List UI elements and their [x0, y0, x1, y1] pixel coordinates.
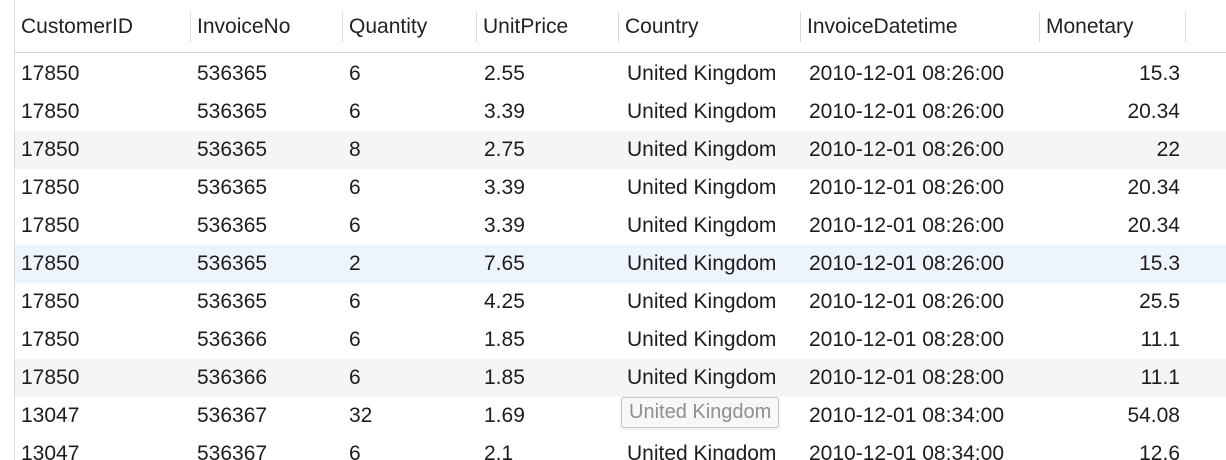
cell-invoicedatetime[interactable]: 2010-12-01 08:26:00 [809, 100, 1004, 123]
cell-invoiceno[interactable]: 536366 [197, 366, 268, 389]
cell-quantity[interactable]: 6 [349, 328, 361, 351]
cell-customerid[interactable]: 17850 [21, 62, 80, 85]
cell-customerid[interactable]: 13047 [21, 442, 80, 460]
cell-country[interactable]: United Kingdom [627, 328, 777, 351]
cell-unitprice[interactable]: 1.69 [484, 404, 525, 427]
column-header-quantity[interactable]: Quantity [343, 0, 477, 52]
cell-unitprice[interactable]: 2.55 [484, 62, 525, 85]
table-row[interactable]: 17850 536366 6 1.85 United Kingdom 2010-12-01… [15, 359, 1226, 397]
cell-invoiceno[interactable]: 536365 [197, 290, 268, 313]
cell-country[interactable]: United Kingdom [627, 100, 777, 123]
table-row[interactable]: 17850 536365 6 3.39 United Kingdom 2010-12-01… [15, 169, 1226, 207]
cell-unitprice[interactable]: 3.39 [484, 176, 525, 199]
cell-unitprice[interactable]: 7.65 [484, 252, 525, 275]
cell-invoiceno[interactable]: 536365 [197, 252, 268, 275]
cell-invoicedatetime[interactable]: 2010-12-01 08:28:00 [809, 328, 1004, 351]
cell-quantity[interactable]: 6 [349, 214, 361, 237]
table-row[interactable]: 17850 536365 2 7.65 United Kingdom 2010-12-01… [15, 245, 1226, 283]
cell-quantity[interactable]: 8 [349, 138, 361, 161]
cell-invoicedatetime[interactable]: 2010-12-01 08:26:00 [809, 214, 1004, 237]
cell-country[interactable]: United Kingdom [627, 176, 777, 199]
column-header-country[interactable]: Country [619, 0, 801, 52]
cell-monetary[interactable]: 15.3 [1139, 62, 1180, 85]
cell-unitprice[interactable]: 1.85 [484, 328, 525, 351]
cell-customerid[interactable]: 17850 [21, 214, 80, 237]
column-header-customerid[interactable]: CustomerID [15, 0, 191, 52]
cell-monetary[interactable]: 20.34 [1127, 176, 1180, 199]
cell-quantity[interactable]: 6 [349, 366, 361, 389]
cell-invoiceno[interactable]: 536366 [197, 328, 268, 351]
cell-monetary[interactable]: 20.34 [1127, 100, 1180, 123]
cell-country[interactable]: United Kingdom [627, 62, 777, 85]
cell-invoiceno[interactable]: 536365 [197, 138, 268, 161]
cell-customerid[interactable]: 17850 [21, 176, 80, 199]
cell-unitprice[interactable]: 3.39 [484, 214, 525, 237]
cell-monetary[interactable]: 20.34 [1127, 214, 1180, 237]
cell-unitprice[interactable]: 2.75 [484, 138, 525, 161]
table-row[interactable]: 17850 536365 6 3.39 United Kingdom 2010-12-01… [15, 93, 1226, 131]
column-header-invoiceno[interactable]: InvoiceNo [191, 0, 343, 52]
column-header-unitprice[interactable]: UnitPrice [477, 0, 619, 52]
cell-invoiceno[interactable]: 536367 [197, 442, 268, 460]
cell-country[interactable]: United Kingdom [627, 252, 777, 275]
column-header-invoicedatetime[interactable]: InvoiceDatetime [801, 0, 1040, 52]
cell-monetary[interactable]: 25.5 [1139, 290, 1180, 313]
cell-customerid[interactable]: 17850 [21, 252, 80, 275]
column-header-monetary[interactable]: Monetary [1040, 0, 1186, 52]
cell-quantity[interactable]: 6 [349, 290, 361, 313]
cell-invoicedatetime[interactable]: 2010-12-01 08:34:00 [809, 442, 1004, 460]
cell-monetary[interactable]: 15.3 [1139, 252, 1180, 275]
table-row[interactable]: 13047 536367 6 2.1 United Kingdom 2010-12-01 … [15, 435, 1226, 460]
cell-customerid[interactable]: 17850 [21, 100, 80, 123]
table-header: CustomerID InvoiceNo Quantity UnitPrice … [15, 0, 1226, 53]
cell-unitprice[interactable]: 1.85 [484, 366, 525, 389]
cell-unitprice[interactable]: 3.39 [484, 100, 525, 123]
cell-invoiceno[interactable]: 536365 [197, 176, 268, 199]
cell-quantity[interactable]: 6 [349, 176, 361, 199]
cell-invoiceno[interactable]: 536365 [197, 100, 268, 123]
cell-monetary[interactable]: 11.1 [1140, 328, 1180, 351]
table-row[interactable]: 17850 536366 6 1.85 United Kingdom 2010-12-01… [15, 321, 1226, 359]
cell-invoicedatetime[interactable]: 2010-12-01 08:34:00 [809, 404, 1004, 427]
country-tooltip: United Kingdom [621, 397, 780, 428]
cell-country[interactable]: United Kingdom [627, 290, 777, 313]
cell-country[interactable]: United Kingdom [627, 138, 777, 161]
table-row[interactable]: 17850 536365 8 2.75 United Kingdom 2010-12-01… [15, 131, 1226, 169]
cell-invoiceno[interactable]: 536365 [197, 214, 268, 237]
cell-monetary[interactable]: 12.6 [1139, 442, 1180, 460]
cell-invoicedatetime[interactable]: 2010-12-01 08:28:00 [809, 366, 1004, 389]
cell-quantity[interactable]: 6 [349, 62, 361, 85]
cell-invoicedatetime[interactable]: 2010-12-01 08:26:00 [809, 252, 1004, 275]
cell-monetary[interactable]: 22 [1156, 138, 1180, 161]
cell-country[interactable]: United Kingdom [627, 366, 777, 389]
cell-monetary[interactable]: 54.08 [1127, 404, 1180, 427]
cell-invoiceno[interactable]: 536367 [197, 404, 268, 427]
cell-customerid[interactable]: 17850 [21, 290, 80, 313]
cell-customerid[interactable]: 13047 [21, 404, 80, 427]
cell-quantity[interactable]: 32 [349, 404, 373, 427]
table-left-border [14, 0, 15, 460]
cell-invoiceno[interactable]: 536365 [197, 62, 268, 85]
cell-customerid[interactable]: 17850 [21, 328, 80, 351]
cell-customerid[interactable]: 17850 [21, 138, 80, 161]
cell-customerid[interactable]: 17850 [21, 366, 80, 389]
cell-invoicedatetime[interactable]: 2010-12-01 08:26:00 [809, 138, 1004, 161]
cell-country[interactable]: United Kingdom [627, 442, 777, 460]
table-row[interactable]: 17850 536365 6 4.25 United Kingdom 2010-12-01… [15, 283, 1226, 321]
cell-invoicedatetime[interactable]: 2010-12-01 08:26:00 [809, 290, 1004, 313]
cell-invoicedatetime[interactable]: 2010-12-01 08:26:00 [809, 176, 1004, 199]
cell-country[interactable]: United Kingdom [627, 214, 777, 237]
cell-monetary[interactable]: 11.1 [1140, 366, 1180, 389]
table-row[interactable]: 17850 536365 6 3.39 United Kingdom 2010-12-01… [15, 207, 1226, 245]
cell-quantity[interactable]: 6 [349, 442, 361, 460]
cell-quantity[interactable]: 2 [349, 252, 361, 275]
table-row[interactable]: 17850 536365 6 2.55 United Kingdom 2010-12-01… [15, 55, 1226, 93]
cell-unitprice[interactable]: 2.1 [484, 442, 514, 460]
cell-unitprice[interactable]: 4.25 [484, 290, 525, 313]
cell-invoicedatetime[interactable]: 2010-12-01 08:26:00 [809, 62, 1004, 85]
cell-quantity[interactable]: 6 [349, 100, 361, 123]
